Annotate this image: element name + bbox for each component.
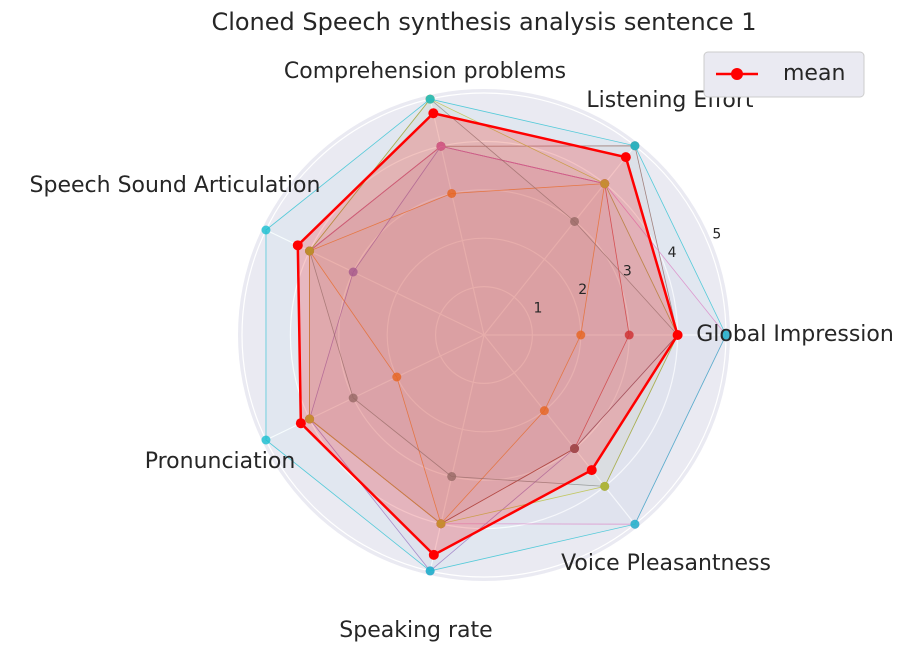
data-point (447, 188, 457, 198)
data-point (348, 267, 358, 277)
series-area (309, 99, 678, 524)
series-line (309, 98, 679, 487)
data-point (436, 519, 446, 529)
radial-tick-label: 4 (668, 245, 677, 261)
series-area (309, 99, 678, 487)
data-point (292, 240, 303, 251)
data-point (721, 330, 731, 340)
chart-title: Cloned Speech synthesis analysis sentenc… (211, 8, 756, 36)
data-point (600, 481, 610, 491)
axis-label: Comprehension problems (284, 59, 566, 84)
data-point (447, 472, 457, 482)
data-point (295, 418, 306, 429)
legend: mean (703, 51, 865, 98)
axis-label: Pronunciation (145, 449, 296, 474)
data-point (600, 179, 610, 189)
data-point (570, 216, 580, 226)
radial-tick-label: 2 (578, 282, 587, 298)
series-area (309, 146, 726, 525)
data-point (392, 372, 402, 382)
series-area (309, 145, 678, 524)
legend-label: mean (783, 61, 845, 86)
axis-label: Voice Pleasantness (561, 551, 771, 576)
data-point (630, 141, 640, 151)
data-point (630, 519, 640, 529)
axis-label: Speech Sound Articulation (30, 173, 321, 198)
series-area (309, 146, 630, 524)
data-point (624, 330, 634, 340)
series-line (296, 111, 679, 557)
radial-tick-label: 5 (712, 227, 721, 243)
data-point (539, 406, 549, 416)
data-point (570, 444, 580, 454)
grid-spoke (483, 334, 636, 525)
data-point (436, 141, 446, 151)
series-line (309, 98, 679, 525)
grid-spoke (265, 229, 485, 336)
data-point (305, 414, 315, 424)
data-point (425, 94, 435, 104)
grid-spoke (483, 145, 636, 336)
series-area (309, 146, 678, 571)
data-point (425, 566, 435, 576)
radial-tick-label: 1 (533, 301, 542, 317)
legend-marker (731, 68, 743, 80)
axis-label: Global Impression (696, 322, 894, 347)
data-point (620, 152, 631, 163)
series-line (265, 98, 727, 572)
data-point (261, 225, 271, 235)
grid-spoke (429, 334, 485, 572)
axis-label: Speaking rate (339, 618, 492, 643)
data-point (261, 435, 271, 445)
data-point (428, 549, 439, 560)
series-area (297, 113, 678, 555)
data-point (576, 330, 586, 340)
grid-spoke (429, 98, 485, 336)
data-point (672, 330, 683, 340)
data-point (348, 393, 358, 403)
series-area (265, 99, 726, 571)
data-point (428, 108, 439, 119)
radial-tick-label: 3 (623, 264, 632, 280)
data-point (305, 246, 315, 256)
legend-box (703, 51, 865, 98)
data-point (586, 465, 597, 476)
series-line (308, 183, 606, 525)
series-area (309, 183, 605, 524)
